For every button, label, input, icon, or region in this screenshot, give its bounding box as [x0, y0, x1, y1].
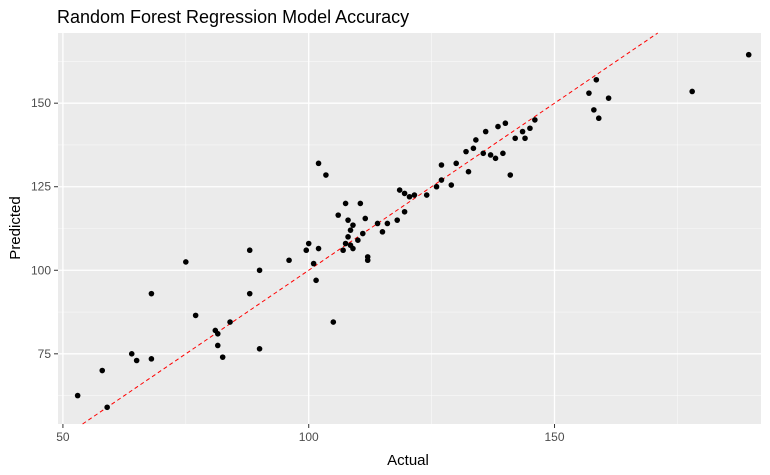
data-point — [219, 354, 226, 360]
data-point — [438, 162, 445, 168]
data-point — [214, 342, 221, 349]
data-point — [323, 172, 329, 178]
data-point — [406, 193, 413, 200]
y-tick-label: 75 — [38, 347, 52, 361]
y-axis-title: Predicted — [7, 196, 24, 259]
data-point — [423, 192, 430, 198]
data-point — [492, 155, 499, 162]
data-point — [74, 392, 81, 399]
data-point — [411, 192, 418, 198]
data-point — [384, 220, 391, 227]
data-point — [104, 404, 110, 411]
data-point — [527, 125, 533, 132]
data-point — [463, 148, 469, 155]
data-points — [74, 51, 752, 411]
data-point — [745, 51, 752, 58]
data-point — [689, 88, 695, 95]
minor-gridlines — [58, 33, 761, 424]
data-point — [465, 168, 472, 175]
data-point — [330, 319, 337, 325]
data-point — [148, 356, 155, 362]
data-point — [359, 230, 366, 237]
data-point — [512, 135, 518, 142]
data-point — [310, 260, 317, 267]
data-point — [347, 227, 354, 233]
data-point — [357, 200, 364, 207]
data-point — [595, 115, 602, 122]
data-point — [480, 150, 487, 157]
data-point — [507, 172, 514, 178]
data-point — [342, 240, 349, 247]
identity-reference-line — [82, 32, 659, 425]
chart-title: Random Forest Regression Model Accuracy — [57, 7, 409, 27]
data-point — [256, 267, 263, 274]
data-point — [335, 212, 342, 218]
data-point — [286, 257, 292, 264]
data-point — [246, 247, 253, 254]
x-tick-label: 100 — [299, 430, 319, 444]
data-point — [340, 247, 346, 254]
x-axis-title: Actual — [387, 452, 429, 469]
data-point — [303, 247, 310, 254]
data-point — [379, 229, 386, 235]
data-point — [148, 290, 155, 297]
y-tick-label: 100 — [31, 263, 51, 277]
data-point — [305, 240, 312, 247]
data-point — [364, 257, 371, 264]
data-point — [345, 234, 351, 240]
data-point — [593, 76, 600, 83]
data-point — [350, 245, 356, 252]
data-point — [345, 217, 351, 223]
data-point — [246, 290, 253, 297]
data-point — [401, 208, 408, 215]
data-point — [99, 367, 106, 374]
data-point — [394, 217, 401, 223]
data-point — [482, 128, 489, 135]
data-point — [448, 182, 455, 188]
data-point — [396, 187, 403, 193]
x-tick-label: 150 — [545, 430, 565, 444]
data-point — [487, 152, 494, 158]
data-point — [355, 237, 361, 243]
data-point — [532, 117, 538, 123]
data-point — [522, 135, 528, 142]
data-point — [519, 128, 526, 135]
y-tick-label: 125 — [31, 180, 51, 194]
data-point — [128, 351, 135, 357]
data-point — [227, 319, 233, 325]
data-point — [502, 120, 509, 127]
data-point — [214, 330, 221, 337]
x-axis-ticks: 50 100 150 — [56, 424, 565, 444]
data-point — [591, 107, 597, 113]
data-point — [453, 160, 460, 167]
data-point — [401, 190, 408, 197]
data-point — [342, 200, 349, 207]
data-point — [374, 220, 381, 227]
x-tick-label: 50 — [56, 430, 70, 444]
data-point — [350, 222, 356, 228]
major-gridlines — [58, 33, 761, 424]
data-point — [133, 357, 140, 364]
data-point — [183, 259, 189, 265]
data-point — [256, 346, 263, 352]
data-point — [605, 95, 612, 101]
data-point — [315, 160, 322, 167]
data-point — [362, 215, 369, 222]
data-point — [192, 312, 199, 319]
data-point — [438, 177, 445, 183]
y-axis-ticks: 75 100 125 150 — [31, 96, 58, 361]
data-point — [470, 145, 477, 152]
y-tick-label: 150 — [31, 96, 51, 110]
data-point — [500, 150, 506, 157]
data-point — [315, 245, 322, 252]
data-point — [495, 123, 501, 130]
data-point — [586, 90, 592, 96]
data-point — [433, 183, 440, 190]
data-point — [313, 277, 319, 284]
data-point — [473, 137, 479, 143]
